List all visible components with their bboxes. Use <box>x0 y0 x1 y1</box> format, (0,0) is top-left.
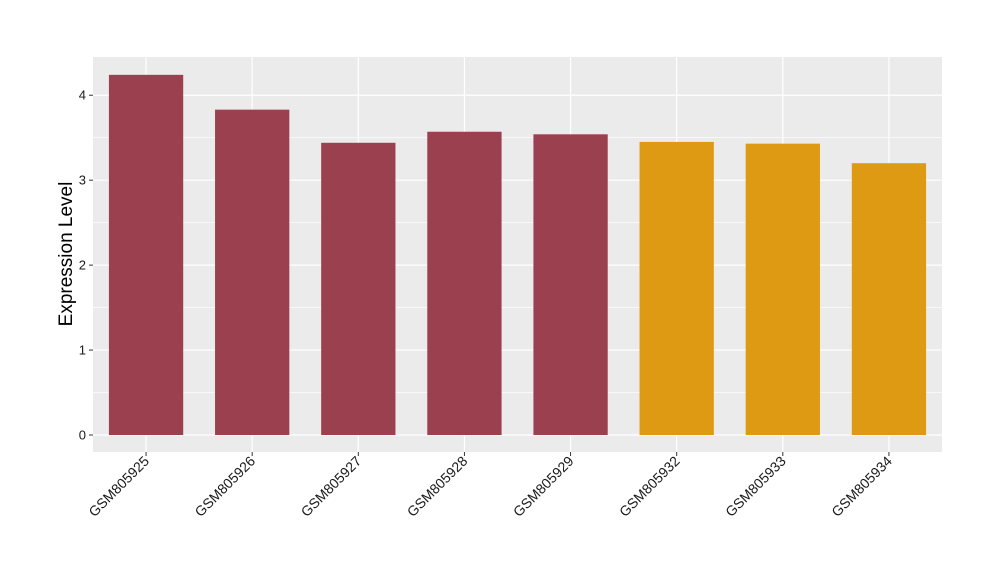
bar-GSM805926 <box>215 109 290 436</box>
y-tick-label: 4 <box>79 88 86 103</box>
x-tick-label: GSM805927 <box>298 453 365 520</box>
y-tick-label: 2 <box>79 258 86 273</box>
bar-GSM805929 <box>533 134 608 436</box>
x-tick-label: GSM805932 <box>616 453 683 520</box>
x-tick-label: GSM805933 <box>722 453 789 520</box>
y-tick-label: 0 <box>79 428 86 443</box>
bar-GSM805934 <box>851 163 927 436</box>
x-tick-label: GSM805926 <box>191 453 258 520</box>
bar-GSM805925 <box>108 74 184 436</box>
x-tick-label: GSM805925 <box>85 453 152 520</box>
x-axis: GSM805925 GSM805926 GSM805927 GSM805928 GSM8… <box>85 452 895 520</box>
y-tick-label: 3 <box>79 173 86 188</box>
bar-GSM805927 <box>321 142 396 436</box>
bars <box>108 74 927 436</box>
y-tick-label: 1 <box>79 343 86 358</box>
bar-GSM805928 <box>427 131 502 436</box>
y-axis-title: Expression Level <box>56 182 77 327</box>
x-tick-label: GSM805934 <box>828 453 895 520</box>
x-tick-label: GSM805928 <box>404 453 471 520</box>
x-tick-label: GSM805929 <box>510 453 577 520</box>
bar-GSM805932 <box>639 141 714 436</box>
bar-GSM805933 <box>745 143 820 436</box>
y-axis: 0 1 2 3 4 <box>79 88 93 443</box>
